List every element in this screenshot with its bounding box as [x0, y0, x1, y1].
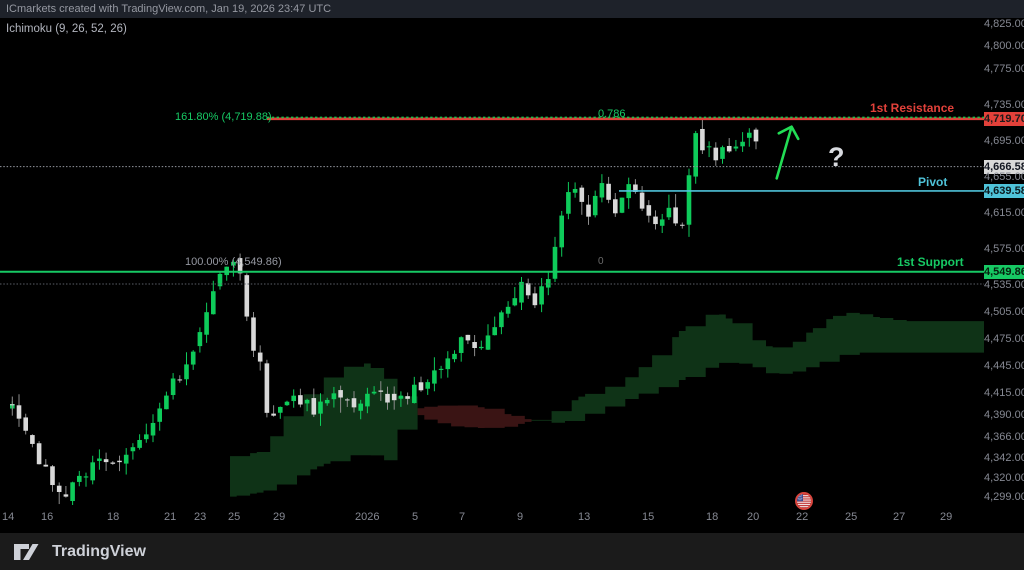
- svg-text:?: ?: [828, 142, 845, 172]
